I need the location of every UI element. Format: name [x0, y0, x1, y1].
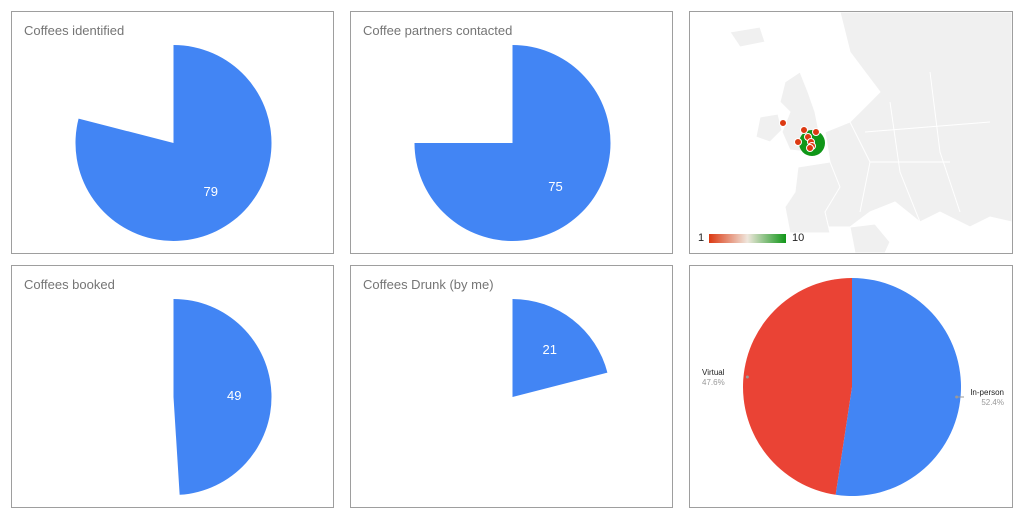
border-line	[889, 101, 921, 223]
data-label: 79	[204, 184, 218, 199]
pie-slice	[414, 45, 611, 241]
pie-slice	[173, 299, 272, 495]
slice-percent: 47.6%	[702, 378, 725, 387]
leader-dot	[745, 375, 749, 379]
color-legend-bar	[709, 234, 786, 243]
pie-slice	[512, 299, 608, 397]
panel-coffees-identified: 79 Coffees identified	[11, 11, 334, 254]
map-marker	[806, 144, 814, 152]
gauge-pie-chart: 49	[173, 299, 272, 495]
gauge-pie-chart: 75	[414, 45, 611, 241]
leader-dot	[955, 395, 959, 399]
panel-coffees-drunk: 21 Coffees Drunk (by me)	[350, 265, 673, 508]
pie-slice-in-person	[835, 278, 961, 496]
slice-label: Virtual	[702, 368, 725, 377]
land-region	[784, 161, 841, 234]
map-marker	[800, 126, 808, 134]
slice-percent: 52.4%	[981, 398, 1004, 407]
pie-slice	[75, 45, 272, 241]
chart-title: Coffees booked	[24, 277, 115, 292]
pie-slice-virtual	[743, 278, 852, 495]
border-line	[864, 121, 991, 133]
panel-coffees-booked: 49 Coffees booked	[11, 265, 334, 508]
slice-label: In-person	[970, 388, 1004, 397]
gauge-pie-chart: 79	[75, 45, 272, 241]
border-line	[929, 71, 961, 213]
map-marker	[794, 138, 802, 146]
data-label: 75	[548, 179, 562, 194]
map-marker	[779, 119, 787, 127]
panel-coffee-partners-contacted: 75 Coffee partners contacted	[350, 11, 673, 254]
land-region	[729, 26, 766, 48]
panel-geo-map: 1 10	[689, 11, 1013, 254]
chart-title: Coffees Drunk (by me)	[363, 277, 494, 292]
legend-min-label: 1	[698, 232, 705, 244]
map-marker	[812, 128, 820, 136]
land-region	[755, 113, 783, 143]
chart-title: Coffee partners contacted	[363, 23, 513, 38]
data-label: 21	[543, 342, 557, 357]
legend-max-label: 10	[792, 232, 805, 244]
land-region	[849, 223, 891, 253]
geo-chart	[709, 12, 1012, 253]
chart-title: Coffees identified	[24, 23, 125, 38]
gauge-pie-chart: 21	[512, 299, 608, 397]
data-label: 49	[227, 388, 241, 403]
panel-meeting-type-pie: In-person 52.4% Virtual 47.6%	[689, 265, 1013, 508]
